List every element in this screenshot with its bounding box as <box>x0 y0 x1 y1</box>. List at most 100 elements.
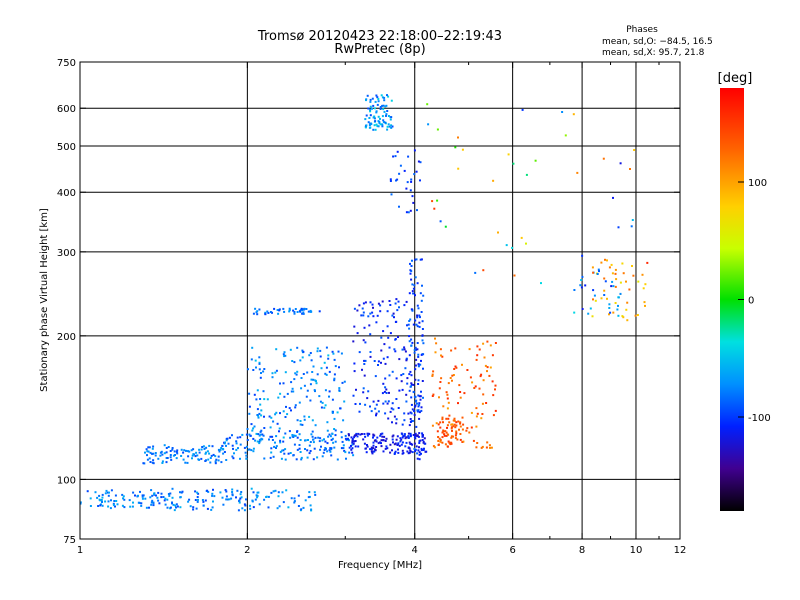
data-point <box>372 128 375 131</box>
data-point <box>610 263 613 266</box>
data-point <box>442 429 445 432</box>
data-point <box>612 311 615 314</box>
data-point <box>334 434 337 437</box>
data-point <box>608 266 611 269</box>
data-point <box>314 436 317 439</box>
data-point <box>331 411 334 414</box>
data-point <box>263 498 266 501</box>
data-point <box>593 294 596 297</box>
data-point <box>416 342 419 344</box>
data-point <box>417 449 420 452</box>
data-point <box>309 399 312 402</box>
data-point <box>439 440 442 443</box>
data-point <box>251 429 254 432</box>
data-point <box>393 348 396 351</box>
data-point <box>398 358 401 361</box>
data-point <box>324 440 327 443</box>
data-point <box>416 314 419 317</box>
data-point <box>398 389 401 392</box>
data-point <box>453 368 456 370</box>
data-point <box>413 410 416 413</box>
data-point <box>564 134 567 137</box>
data-point <box>375 440 378 443</box>
data-point <box>376 125 379 128</box>
data-point <box>104 492 107 495</box>
data-point <box>316 350 319 353</box>
data-point <box>367 315 370 318</box>
data-point <box>194 499 197 501</box>
data-point <box>394 450 397 453</box>
data-point <box>411 195 414 198</box>
data-point <box>513 274 516 277</box>
data-point <box>478 387 481 390</box>
data-point <box>375 123 378 126</box>
data-point <box>239 493 242 496</box>
data-point <box>165 461 168 464</box>
data-point <box>187 500 190 503</box>
data-point <box>275 445 278 448</box>
data-point <box>179 506 182 509</box>
data-point <box>490 446 493 449</box>
data-point <box>300 377 303 379</box>
data-point <box>415 170 418 173</box>
data-point <box>191 457 193 460</box>
data-point <box>452 425 455 428</box>
data-point <box>287 506 290 509</box>
data-point <box>371 107 373 110</box>
data-point <box>411 420 414 422</box>
data-point <box>616 308 619 311</box>
data-point <box>163 452 166 455</box>
data-point <box>319 448 322 451</box>
data-point <box>390 116 393 119</box>
data-point <box>114 494 117 497</box>
data-point <box>630 225 633 228</box>
data-point <box>476 345 479 348</box>
data-point <box>175 503 178 506</box>
data-point <box>459 433 462 435</box>
data-point <box>391 370 394 373</box>
data-point <box>391 438 394 441</box>
data-point <box>410 382 413 385</box>
data-point <box>416 409 419 412</box>
data-point <box>603 289 606 292</box>
data-point <box>392 155 395 158</box>
data-point <box>336 458 339 461</box>
data-point <box>439 421 442 424</box>
data-point <box>277 491 280 494</box>
data-point <box>408 354 411 357</box>
data-point <box>427 123 430 126</box>
data-point <box>373 107 376 110</box>
data-point <box>192 508 195 511</box>
data-point <box>241 507 244 510</box>
data-point <box>249 434 252 437</box>
data-point <box>138 501 141 504</box>
data-point <box>371 97 374 100</box>
data-point <box>381 300 384 303</box>
data-point <box>284 448 287 451</box>
data-point <box>614 268 617 271</box>
data-point <box>626 319 629 322</box>
data-point <box>494 409 497 412</box>
data-point <box>420 452 422 455</box>
data-point <box>226 498 229 501</box>
data-point <box>446 426 448 429</box>
data-point <box>312 438 315 441</box>
data-point <box>151 452 154 455</box>
data-point <box>115 500 118 502</box>
data-point <box>329 450 332 453</box>
data-point <box>414 276 417 279</box>
data-point <box>385 437 388 440</box>
data-point <box>386 125 389 128</box>
data-point <box>128 499 131 502</box>
data-point <box>621 262 624 265</box>
data-point <box>405 187 408 190</box>
data-point <box>142 494 145 497</box>
data-point <box>380 336 383 339</box>
data-point <box>471 381 474 384</box>
data-point <box>450 349 453 352</box>
data-point <box>612 285 615 288</box>
data-point <box>383 343 386 346</box>
data-point <box>321 401 324 404</box>
data-point <box>370 450 373 453</box>
data-point <box>410 403 413 406</box>
